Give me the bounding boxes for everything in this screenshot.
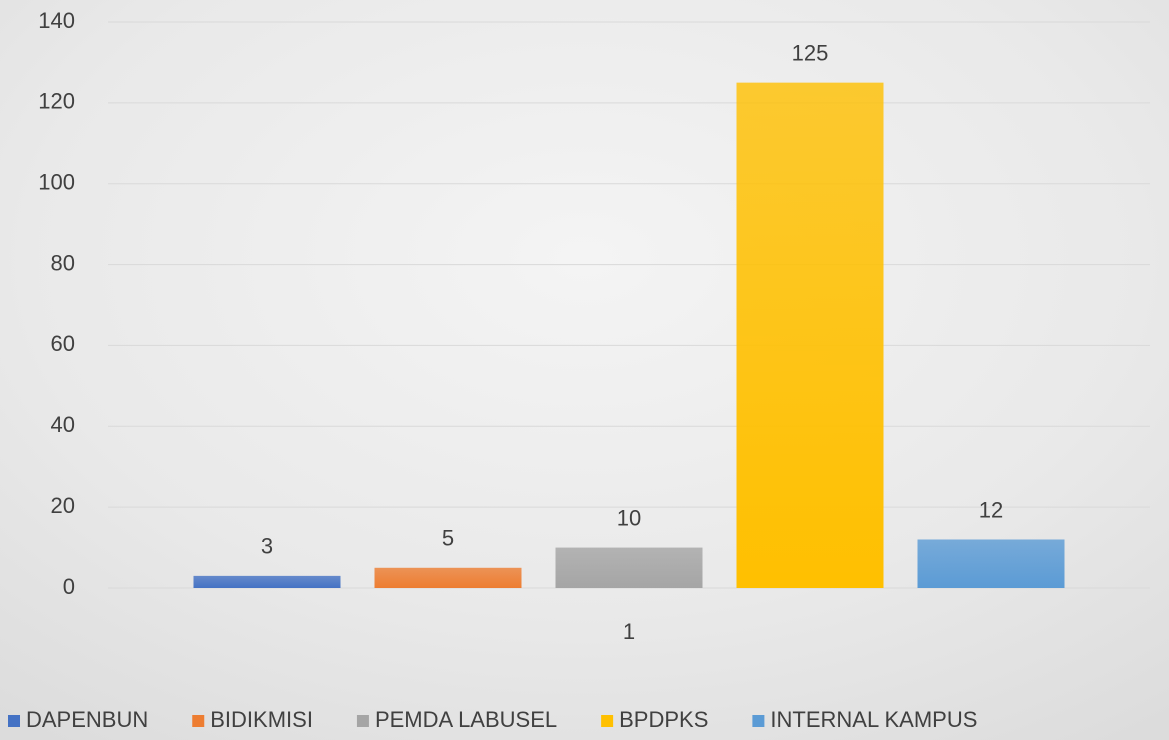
x-tick-label: 1 <box>623 619 635 644</box>
y-tick-label: 60 <box>51 331 75 356</box>
y-tick-label: 100 <box>38 170 75 195</box>
legend-label: DAPENBUN <box>26 707 148 732</box>
bar <box>737 83 884 588</box>
data-label: 5 <box>442 526 454 551</box>
y-tick-label: 120 <box>38 89 75 114</box>
data-label: 125 <box>792 40 829 65</box>
legend-marker <box>357 715 369 727</box>
legend-label: PEMDA LABUSEL <box>375 707 557 732</box>
data-label: 3 <box>261 534 273 559</box>
legend-marker <box>8 715 20 727</box>
chart: 0 20 40 60 80 100 120 140 1 3 5 10 125 12 DAPENBUN BIDI… <box>0 0 1169 740</box>
legend-marker <box>192 715 204 727</box>
y-tick-label: 140 <box>38 8 75 33</box>
y-tick-label: 80 <box>51 250 75 275</box>
legend-marker <box>752 715 764 727</box>
background <box>0 0 1169 740</box>
bar <box>918 539 1065 588</box>
y-tick-label: 0 <box>63 574 75 599</box>
data-label: 10 <box>617 505 641 530</box>
legend-label: INTERNAL KAMPUS <box>770 707 977 732</box>
bar <box>194 576 341 588</box>
y-tick-label: 20 <box>51 493 75 518</box>
data-label: 12 <box>979 497 1003 522</box>
bar <box>375 568 522 588</box>
legend-label: BPDPKS <box>619 707 708 732</box>
bar <box>556 548 703 588</box>
y-tick-label: 40 <box>51 412 75 437</box>
legend-label: BIDIKMISI <box>210 707 313 732</box>
legend-marker <box>601 715 613 727</box>
